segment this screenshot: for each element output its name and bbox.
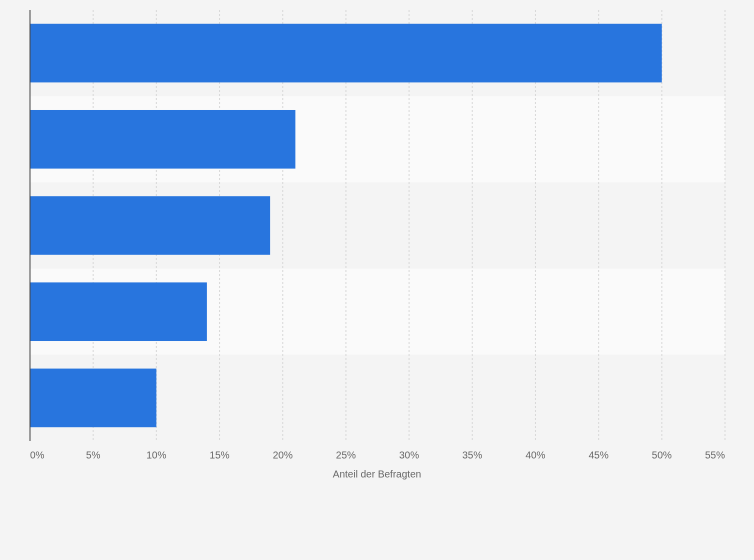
x-tick-label: 30% <box>399 451 419 462</box>
bar <box>30 368 157 428</box>
x-tick-label: 25% <box>336 451 356 462</box>
x-tick-label: 35% <box>462 451 482 462</box>
x-tick-label: 5% <box>86 451 101 462</box>
x-axis-label: Anteil der Befragten <box>333 470 421 481</box>
x-tick-label: 45% <box>589 451 609 462</box>
x-tick-label: 0% <box>30 451 45 462</box>
x-tick-label: 15% <box>210 451 230 462</box>
bar <box>30 196 271 255</box>
bar <box>30 23 662 83</box>
x-tick-label: 20% <box>273 451 293 462</box>
bar <box>30 282 207 342</box>
x-tick-label: 10% <box>146 451 166 462</box>
x-tick-label: 40% <box>525 451 545 462</box>
x-tick-label: 55% <box>705 451 725 462</box>
x-tick-label: 50% <box>652 451 672 462</box>
bar <box>30 109 296 169</box>
